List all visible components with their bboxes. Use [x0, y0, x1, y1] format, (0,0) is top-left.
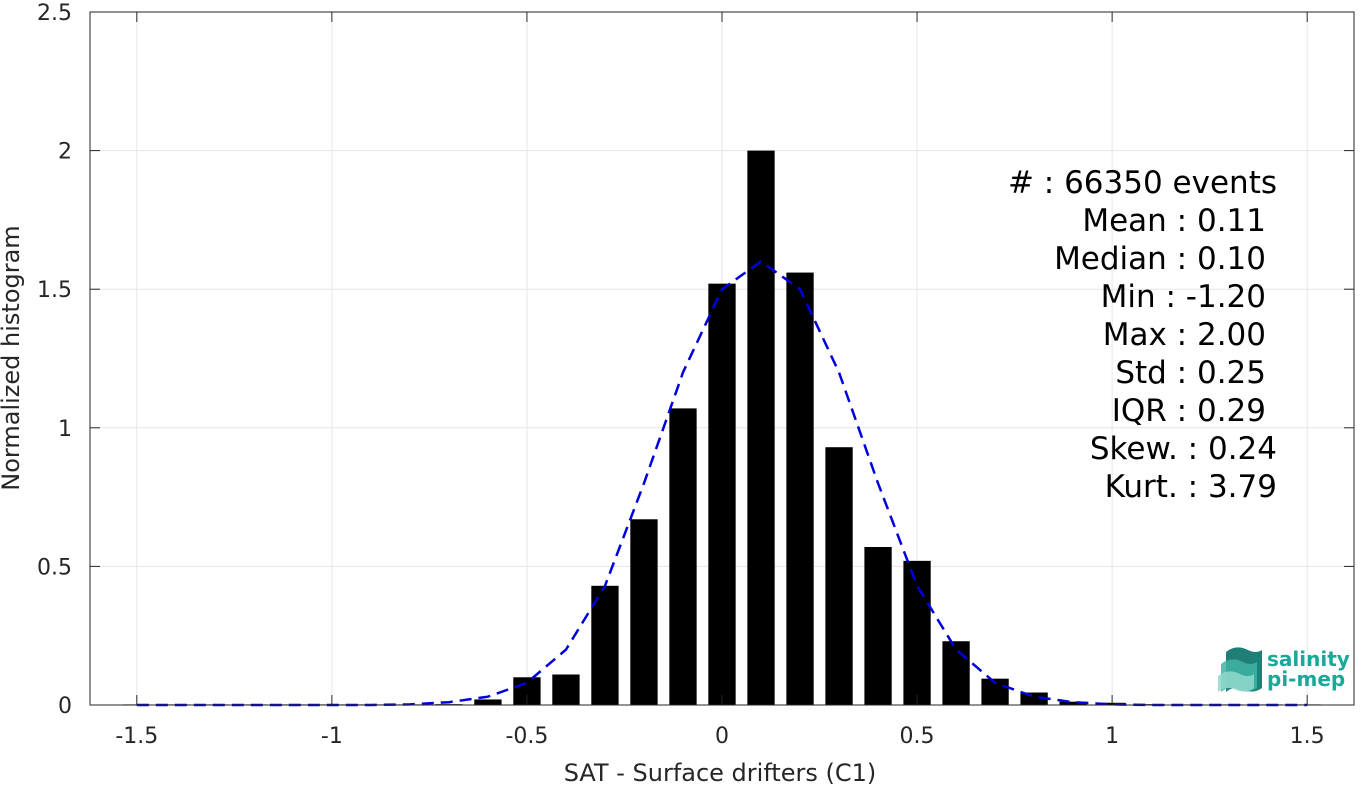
histogram-bar: [591, 585, 619, 705]
stat-skew: Skew. : 0.24: [1090, 431, 1277, 467]
histogram-bar: [903, 560, 931, 705]
stat-max: Max : 2.00: [1103, 317, 1266, 353]
histogram-bar: [474, 699, 502, 705]
x-tick-label: 1: [1105, 724, 1119, 749]
salinity-pi-mep-logo: salinity pi-mep: [1218, 647, 1350, 692]
x-tick-labels: -1.5 -1 -0.5 0 0.5 1 1.5: [115, 724, 1324, 749]
x-tick-label: 0: [715, 724, 729, 749]
histogram-bar: [786, 272, 814, 705]
stat-median: Median : 0.10: [1054, 241, 1266, 277]
y-tick-label: 0.5: [37, 555, 72, 580]
y-tick-label: 1: [58, 417, 72, 442]
histogram-bar: [630, 519, 658, 705]
histogram-bar: [942, 641, 970, 705]
stat-mean: Mean : 0.11: [1082, 203, 1266, 239]
histogram-bar: [552, 674, 580, 705]
axes: [89, 11, 1355, 706]
stat-count: # : 66350 events: [1008, 165, 1277, 201]
logo-line1: salinity: [1267, 647, 1350, 671]
y-axis-label: Normalized histogram: [0, 225, 25, 490]
x-axis-label: SAT - Surface drifters (C1): [564, 759, 877, 785]
wave-icon: [1218, 647, 1262, 692]
stat-min: Min : -1.20: [1101, 279, 1266, 315]
histogram-bars: [123, 150, 1321, 706]
y-tick-label: 0: [58, 694, 72, 719]
histogram-bar: [1020, 692, 1048, 705]
histogram-bar: [864, 546, 892, 705]
logo-line2: pi-mep: [1267, 667, 1345, 691]
x-tick-label: 0.5: [900, 724, 935, 749]
histogram-bar: [1059, 701, 1087, 705]
histogram-bar: [708, 283, 736, 705]
stats-panel: # : 66350 events Mean : 0.11 Median : 0.…: [1008, 165, 1277, 505]
y-tick-labels: 0 0.5 1 1.5 2 2.5: [37, 1, 72, 719]
x-tick-label: -1.5: [115, 724, 158, 749]
histogram-bar: [747, 150, 775, 706]
histogram-bar: [669, 408, 697, 705]
y-tick-label: 2.5: [37, 1, 72, 26]
x-tick-label: -1: [321, 724, 343, 749]
x-tick-label: 1.5: [1290, 724, 1325, 749]
stat-kurt: Kurt. : 3.79: [1105, 469, 1277, 505]
y-tick-label: 2: [58, 140, 72, 165]
x-tick-label: -0.5: [505, 724, 548, 749]
histogram-bar: [825, 447, 853, 705]
stat-iqr: IQR : 0.29: [1112, 393, 1266, 429]
y-tick-label: 1.5: [37, 278, 72, 303]
stat-std: Std : 0.25: [1115, 355, 1266, 391]
